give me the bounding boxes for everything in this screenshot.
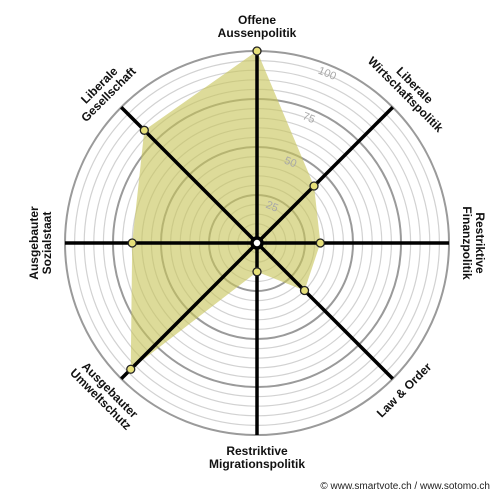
center-point xyxy=(250,236,264,250)
tick-label: 50 xyxy=(282,155,298,171)
axis-label-line: Migrationspolitik xyxy=(209,457,305,471)
data-points xyxy=(126,46,326,374)
axis-line xyxy=(255,105,395,245)
axis-label-line: Finanzpolitik xyxy=(460,206,474,280)
data-point xyxy=(315,238,326,248)
axis-label-line: Sozialstaat xyxy=(40,212,54,275)
tick-label: 25 xyxy=(264,199,280,215)
data-point xyxy=(252,267,262,277)
data-point xyxy=(309,181,319,191)
axis-label-line: Ausgebauter xyxy=(27,206,41,280)
axis-line xyxy=(119,241,259,381)
axis-label-line: Restriktive xyxy=(473,212,487,274)
tick-label: 75 xyxy=(301,110,317,126)
axis-label-line: Aussenpolitik xyxy=(218,26,297,40)
data-point xyxy=(139,125,149,135)
data-point xyxy=(127,238,137,248)
axis-label: Offene Aussenpolitik xyxy=(218,13,297,40)
axis-line xyxy=(255,241,395,381)
axis-label: RestriktiveFinanzpolitik xyxy=(460,206,487,280)
copyright-credit: © www.smartvote.ch / www.sotomo.ch xyxy=(320,481,490,492)
chart-axes xyxy=(65,51,449,435)
axis-label-line: Offene xyxy=(238,13,276,27)
data-point xyxy=(299,285,310,296)
axis-label: Restriktive Migrationspolitik xyxy=(209,444,305,471)
axis-label-line: Restriktive xyxy=(226,444,288,458)
data-point xyxy=(252,46,262,56)
axis-label: AusgebauterSozialstaat xyxy=(27,206,54,280)
data-point xyxy=(126,364,136,374)
